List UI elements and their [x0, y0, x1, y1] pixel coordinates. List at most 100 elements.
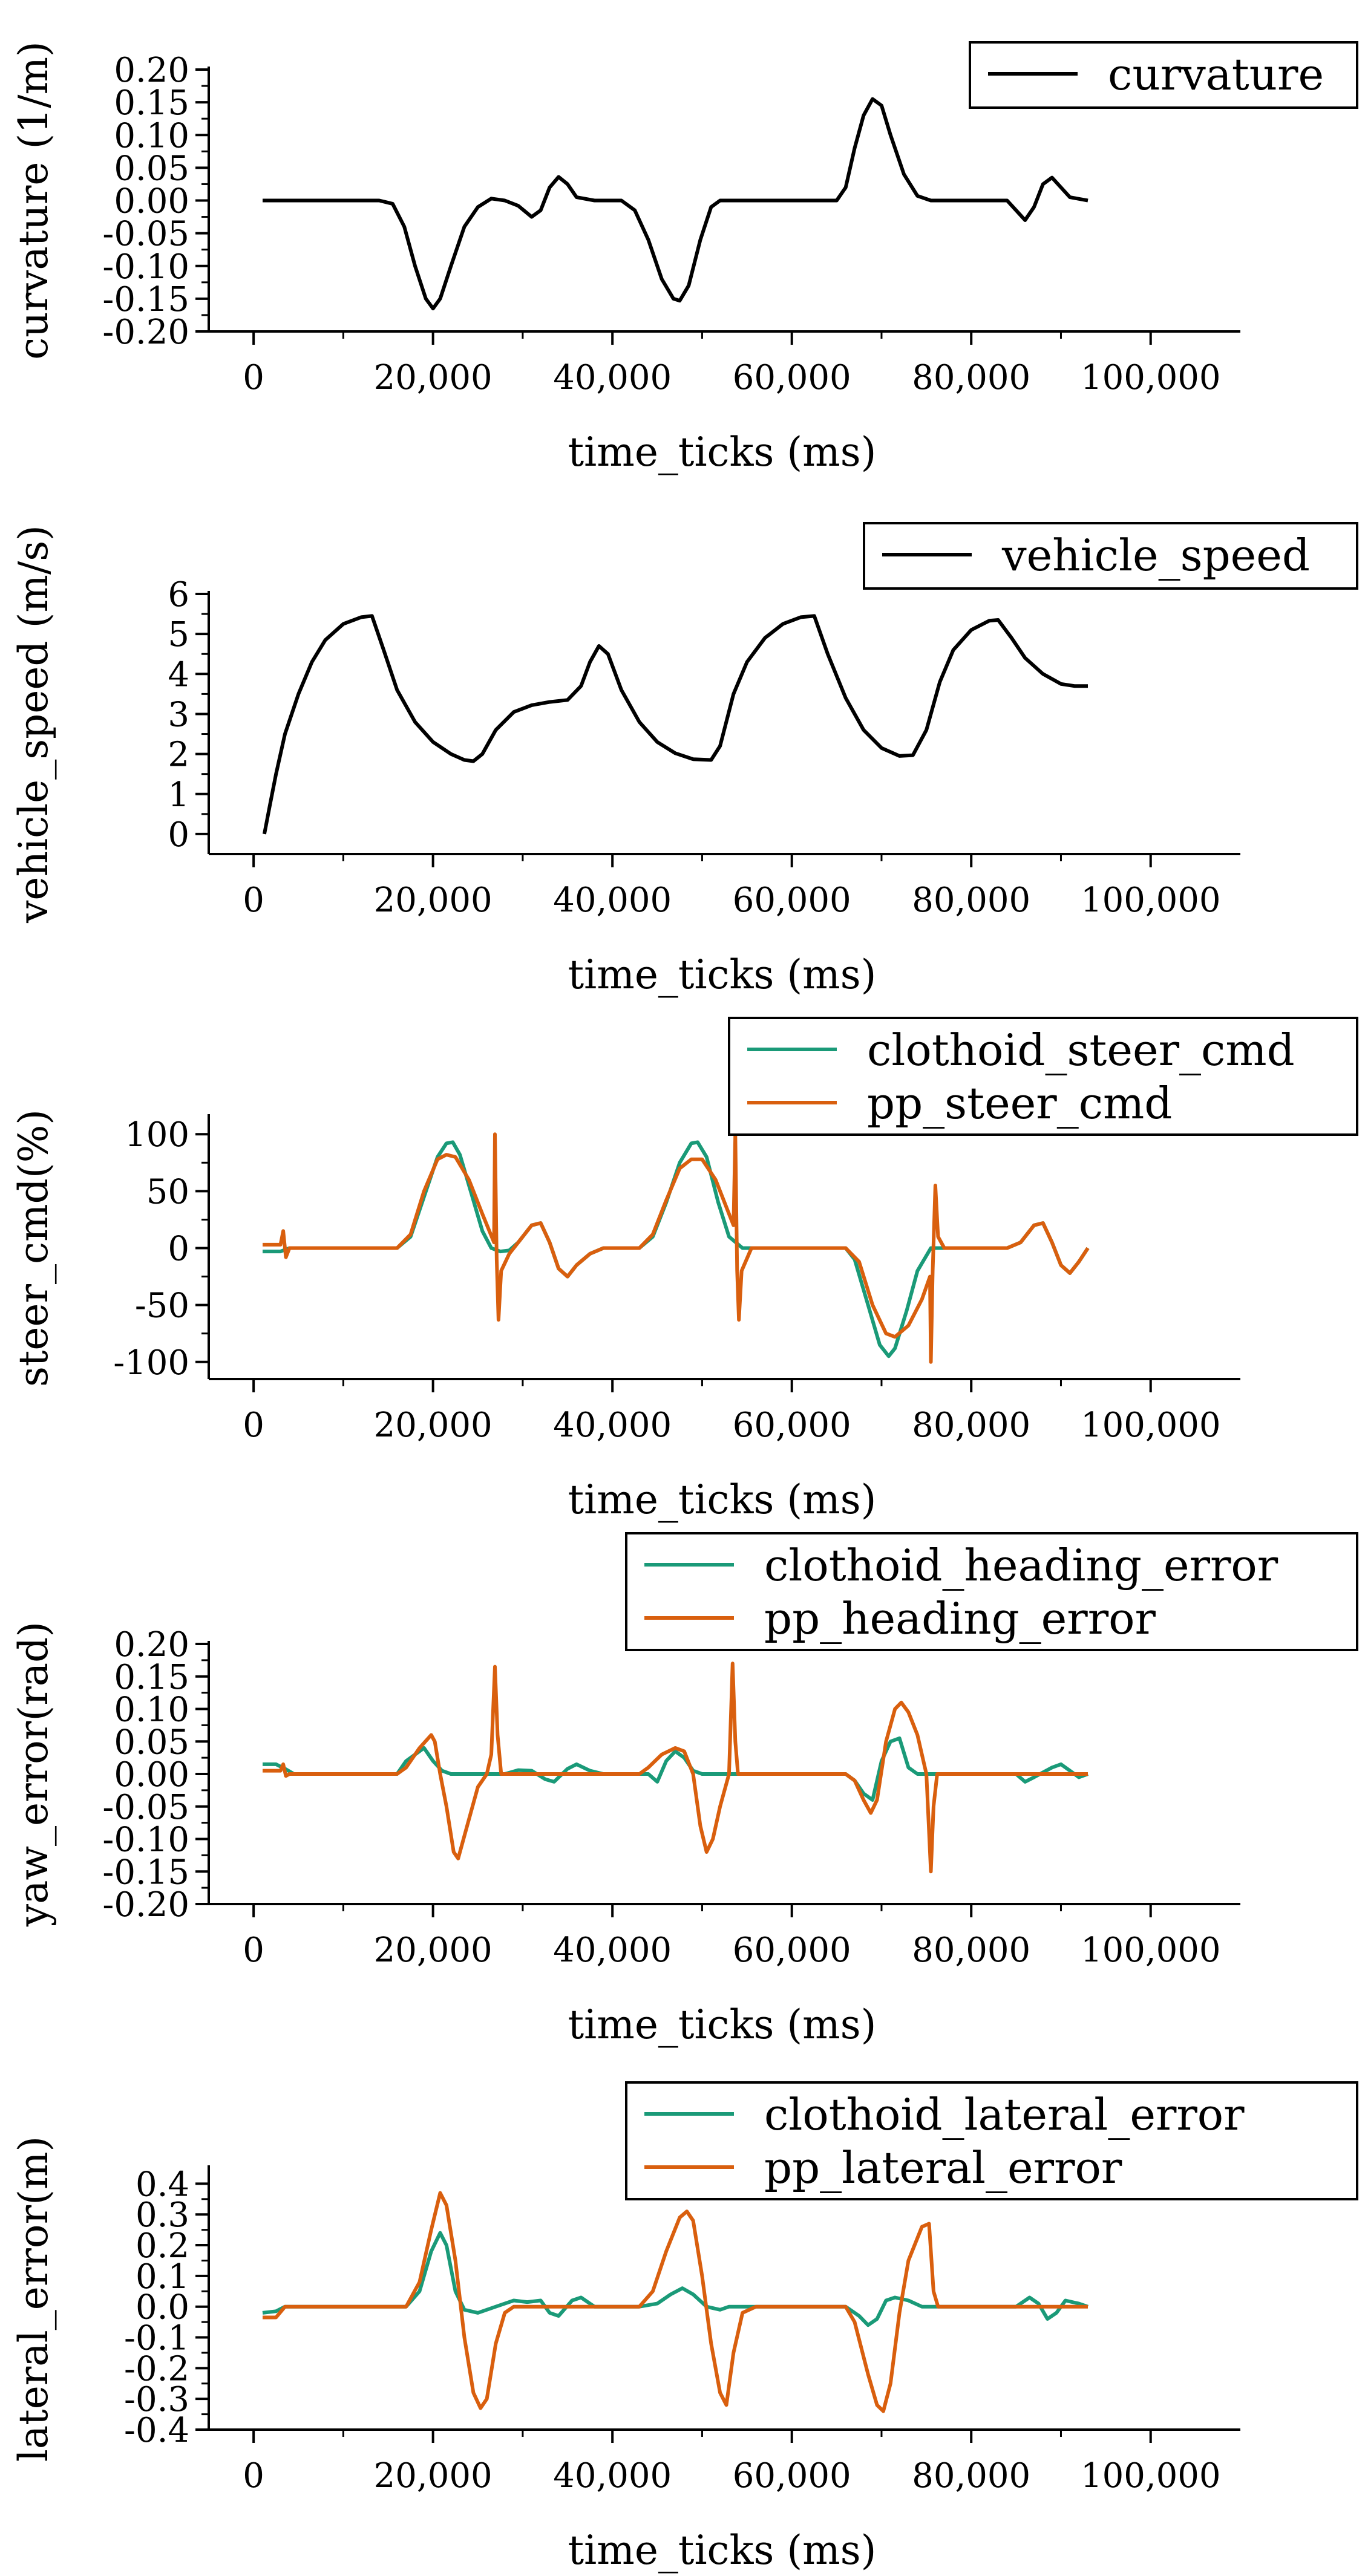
x-tick-label: 80,000 — [912, 1406, 1030, 1445]
x-tick-label: 40,000 — [553, 1406, 672, 1445]
legend-label: clothoid_heading_error — [764, 1540, 1278, 1591]
y-tick-label: 6 — [168, 575, 189, 615]
y-axis-title: vehicle_speed (m/s) — [10, 525, 57, 924]
y-tick-label: -0.15 — [102, 280, 189, 319]
x-tick-label: 60,000 — [733, 1931, 851, 1970]
y-tick-label: 0.2 — [136, 2226, 189, 2266]
y-tick-label: 0.3 — [136, 2196, 189, 2235]
series-line-curvature — [263, 97, 1088, 311]
y-tick-label: 5 — [168, 615, 189, 654]
x-tick-label: 0 — [243, 881, 264, 920]
y-tick-label: 4 — [168, 655, 189, 694]
y-tick-label: 0.15 — [114, 1658, 189, 1697]
y-axis-title: lateral_error(m) — [10, 2136, 57, 2462]
x-tick-label: 20,000 — [374, 881, 493, 920]
y-tick-label: 0.00 — [114, 182, 189, 221]
y-tick-label: -0.05 — [102, 215, 189, 254]
series-line-clothoid_lateral_error — [262, 2231, 1088, 2327]
x-axis-title: time_ticks (ms) — [568, 951, 877, 998]
x-tick-label: 100,000 — [1081, 2456, 1221, 2496]
x-tick-label: 40,000 — [553, 1931, 672, 1970]
y-tick-label: -0.05 — [102, 1788, 189, 1827]
y-tick-label: 0.15 — [114, 83, 189, 123]
x-tick-label: 100,000 — [1081, 1931, 1221, 1970]
x-tick-label: 60,000 — [733, 1406, 851, 1445]
y-tick-label: 0 — [168, 1230, 189, 1269]
y-tick-label: -0.10 — [102, 247, 189, 287]
x-axis-title: time_ticks (ms) — [568, 429, 877, 475]
y-tick-label: 2 — [168, 735, 189, 775]
y-tick-label: 0.10 — [114, 116, 189, 155]
x-tick-label: 60,000 — [733, 881, 851, 920]
y-axis-title: yaw_error(rad) — [10, 1622, 57, 1927]
y-tick-label: -50 — [135, 1286, 189, 1326]
x-tick-label: 40,000 — [553, 358, 672, 397]
y-tick-label: 0.05 — [114, 1723, 189, 1762]
y-tick-label: -0.3 — [124, 2380, 189, 2419]
y-tick-label: -0.2 — [124, 2349, 189, 2389]
y-tick-label: 3 — [168, 695, 189, 734]
x-tick-label: 60,000 — [733, 358, 851, 397]
series-line-pp_lateral_error — [263, 2191, 1088, 2413]
y-tick-label: -0.15 — [102, 1853, 189, 1892]
legend-label: clothoid_steer_cmd — [867, 1025, 1295, 1075]
y-axis-title: steer_cmd(%) — [10, 1109, 57, 1387]
x-tick-label: 60,000 — [733, 2456, 851, 2496]
series-line-vehicle_speed — [262, 614, 1088, 835]
legend: curvature — [969, 41, 1358, 109]
x-tick-label: 100,000 — [1081, 1406, 1221, 1445]
x-tick-label: 80,000 — [912, 2456, 1030, 2496]
x-tick-label: 20,000 — [374, 1931, 493, 1970]
legend-label: vehicle_speed — [1001, 530, 1310, 581]
x-axis-title: time_ticks (ms) — [568, 2527, 877, 2574]
x-tick-label: 20,000 — [374, 1406, 493, 1445]
y-tick-label: 0.0 — [136, 2288, 189, 2327]
y-tick-label: -0.10 — [102, 1821, 189, 1860]
y-tick-label: -0.20 — [102, 1885, 189, 1925]
y-tick-label: -0.4 — [124, 2411, 189, 2450]
x-tick-label: 40,000 — [553, 2456, 672, 2496]
y-tick-label: -100 — [113, 1343, 189, 1383]
y-axis-title: curvature (1/m) — [10, 41, 57, 360]
y-tick-label: 0.1 — [136, 2257, 189, 2297]
legend-label: pp_steer_cmd — [867, 1078, 1172, 1129]
y-tick-label: 100 — [125, 1115, 189, 1155]
x-axis-title: time_ticks (ms) — [568, 1476, 877, 1523]
y-tick-label: 0.05 — [114, 149, 189, 188]
y-tick-label: 0.4 — [136, 2165, 189, 2204]
legend-box — [728, 1017, 1358, 1136]
x-tick-label: 20,000 — [374, 2456, 493, 2496]
y-tick-label: 0.00 — [114, 1755, 189, 1795]
legend-box — [625, 1532, 1358, 1651]
series-line-pp_heading_error — [263, 1661, 1088, 1874]
y-tick-label: 0.10 — [114, 1691, 189, 1730]
x-tick-label: 0 — [243, 358, 264, 397]
x-tick-label: 100,000 — [1081, 358, 1221, 397]
legend-label: clothoid_lateral_error — [764, 2089, 1245, 2140]
x-tick-label: 0 — [243, 2456, 264, 2496]
legend: vehicle_speed — [863, 522, 1358, 590]
legend-label: pp_heading_error — [764, 1593, 1156, 1644]
y-tick-label: 0 — [168, 815, 189, 855]
legend-label: curvature — [1108, 49, 1324, 100]
series-line-pp_steer_cmd — [263, 1132, 1090, 1364]
legend-box — [625, 2081, 1358, 2200]
chart-panel-3: 0 20,000 40,000 60,000 80,000 100,000 100 50 0 -5… — [10, 1017, 1358, 1523]
y-tick-label: 0.20 — [114, 1625, 189, 1665]
x-tick-label: 100,000 — [1081, 881, 1221, 920]
y-tick-label: 1 — [168, 775, 189, 815]
chart-panel-1: 0 20,000 40,000 60,000 80,000 100,000 0.200.15… — [10, 41, 1358, 475]
x-tick-label: 0 — [243, 1406, 264, 1445]
chart-panel-5: 0 20,000 40,000 60,000 80,000 100,0000.40.30.… — [10, 2081, 1358, 2574]
legend-label: pp_lateral_error — [764, 2142, 1122, 2193]
x-tick-label: 0 — [243, 1931, 264, 1970]
chart-panel-2: 0 20,000 40,000 60,000 80,000 100,0006543210t… — [10, 522, 1358, 998]
x-tick-label: 40,000 — [553, 881, 672, 920]
x-axis-title: time_ticks (ms) — [568, 2001, 877, 2048]
x-tick-label: 80,000 — [912, 358, 1030, 397]
x-tick-label: 80,000 — [912, 881, 1030, 920]
